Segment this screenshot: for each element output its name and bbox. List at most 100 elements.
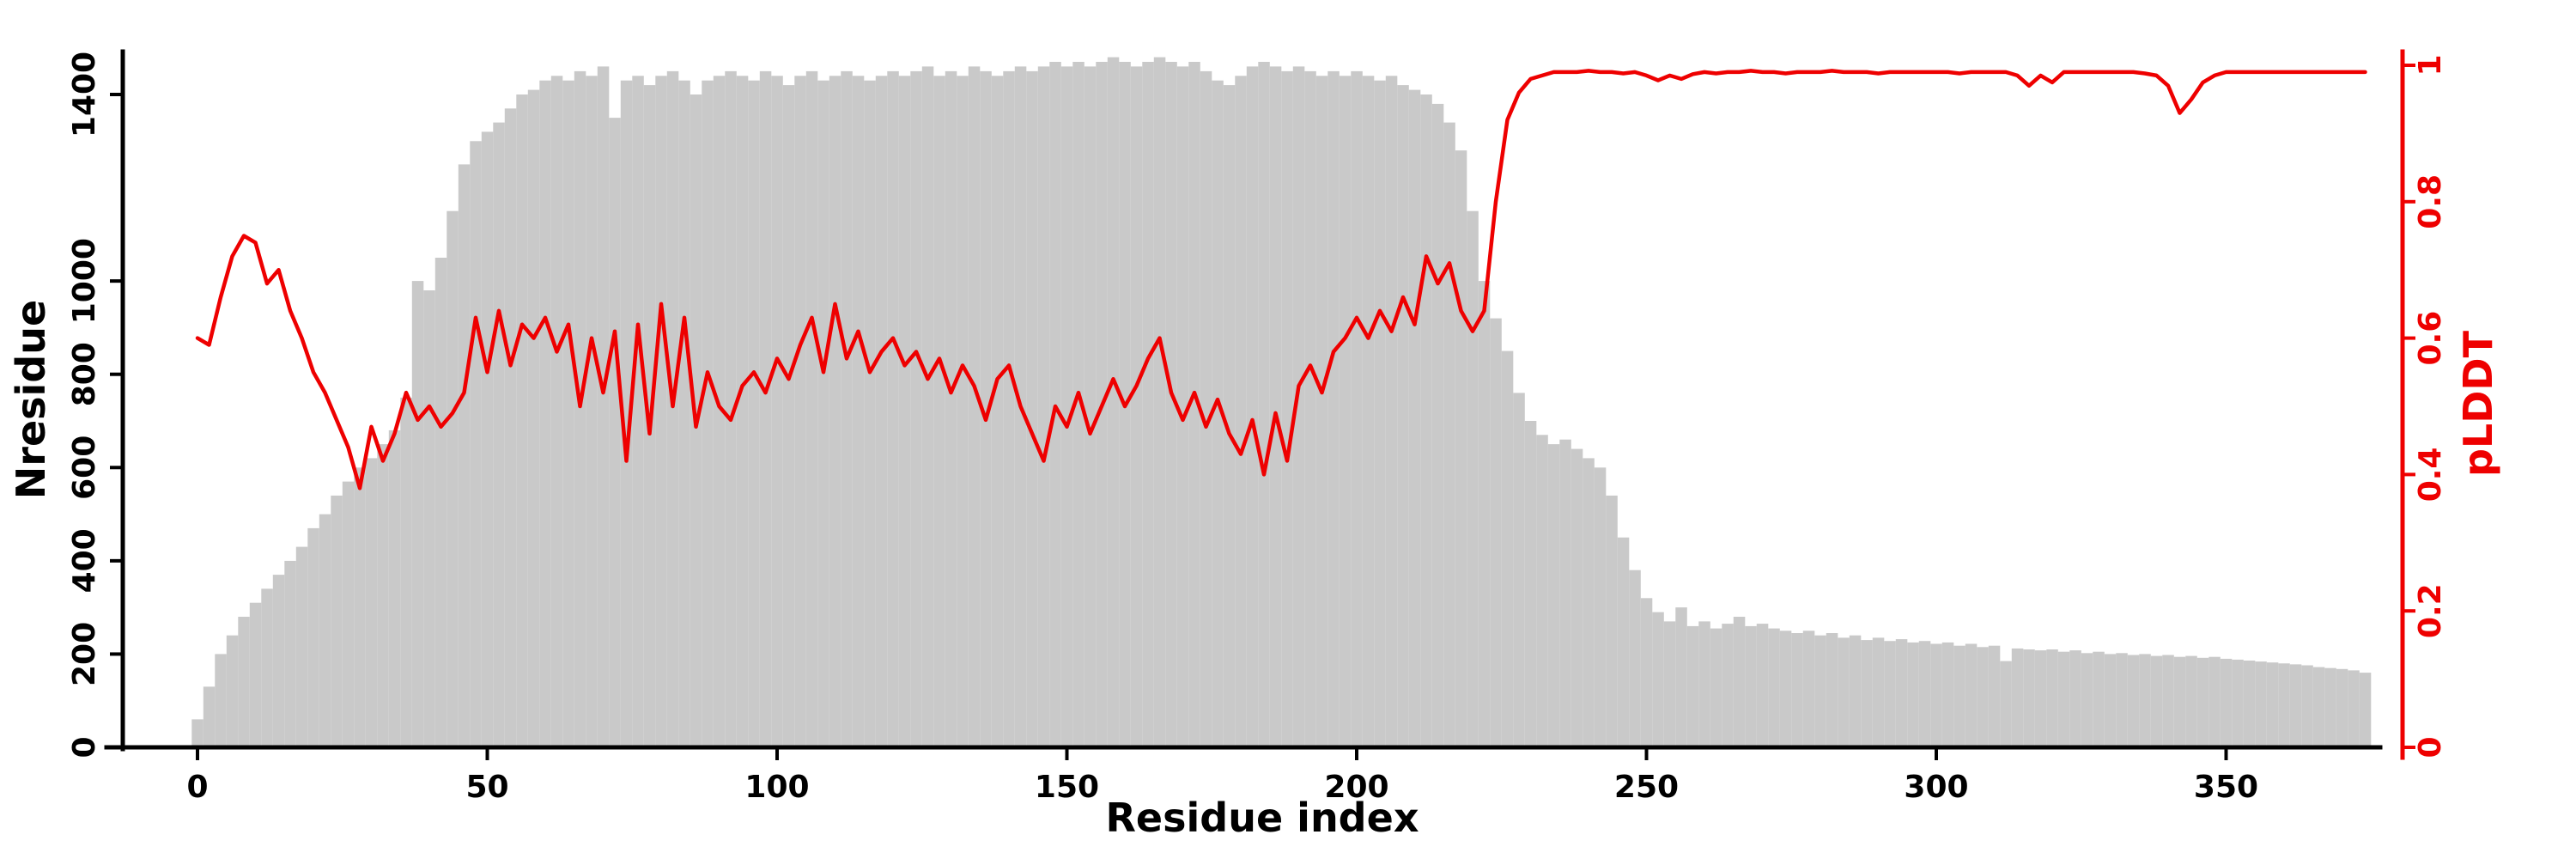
nresidue-bar (2000, 661, 2012, 747)
nresidue-bar (1768, 628, 1780, 747)
nresidue-bar (875, 76, 888, 748)
nresidue-bar (1385, 76, 1398, 748)
nresidue-bar (2046, 649, 2058, 747)
nresidue-bar (1686, 625, 1699, 747)
nresidue-bar (1640, 598, 1653, 747)
y-right-tick-label: 1 (2413, 54, 2448, 76)
nresidue-bar (748, 80, 760, 747)
nresidue-bars (191, 57, 2372, 748)
nresidue-bar (295, 546, 308, 747)
y-right-tick-label: 0.8 (2413, 174, 2448, 229)
nresidue-bar (1258, 62, 1270, 747)
nresidue-bar (2266, 662, 2279, 747)
x-tick-label: 150 (1035, 770, 1099, 805)
nresidue-bar (1849, 635, 1862, 747)
nresidue-bar (1756, 624, 1769, 747)
nresidue-bar (1536, 435, 1548, 747)
nresidue-bar (527, 89, 540, 748)
nresidue-bar (1107, 57, 1120, 748)
nresidue-bar (852, 76, 865, 748)
x-tick-label: 250 (1614, 770, 1679, 805)
nresidue-bar (1524, 421, 1537, 747)
nresidue-bar (991, 76, 1004, 748)
x-tick-label: 0 (186, 770, 208, 805)
nresidue-bar (1304, 70, 1316, 747)
y-right-tick-label: 0 (2413, 736, 2448, 758)
nresidue-bar (678, 80, 690, 747)
nresidue-bar (1490, 318, 1502, 747)
nresidue-bar (2139, 654, 2151, 747)
nresidue-bar (2011, 648, 2024, 747)
nresidue-bar (2185, 655, 2197, 747)
nresidue-bar (1130, 66, 1143, 747)
nresidue-bar (1478, 281, 1491, 748)
nresidue-bar (423, 290, 435, 747)
nresidue-bar (1802, 631, 1815, 747)
nresidue-bar (1246, 66, 1259, 747)
nresidue-bar (354, 467, 366, 747)
nresidue-bar (342, 481, 355, 747)
nresidue-bar (539, 80, 551, 747)
nresidue-bar (400, 397, 412, 747)
nresidue-bar (1060, 66, 1073, 747)
nresidue-bar (1501, 350, 1514, 747)
nresidue-bar (1838, 637, 1850, 747)
nresidue-bar (2220, 658, 2233, 747)
nresidue-bar (238, 617, 250, 747)
nresidue-bar (1965, 643, 1978, 747)
nresidue-bar (470, 141, 482, 748)
y-right-axis-title: pLDDT (2455, 330, 2501, 477)
nresidue-bar (817, 80, 829, 747)
nresidue-bar (702, 80, 714, 747)
y-left-tick-label: 1000 (67, 238, 102, 324)
nresidue-bar (864, 80, 876, 747)
nresidue-bar (2196, 657, 2209, 747)
nresidue-bar (829, 76, 841, 748)
nresidue-bar (1339, 76, 1352, 748)
nresidue-bar (2057, 651, 2070, 747)
nresidue-bar (1583, 458, 1595, 747)
nresidue-bar (1072, 62, 1084, 747)
nresidue-bar (2104, 654, 2117, 747)
nresidue-bar (2289, 664, 2302, 747)
nresidue-bar (1235, 76, 1247, 748)
nresidue-bar (898, 76, 911, 748)
nresidue-bar (1212, 80, 1224, 747)
nresidue-bar (1861, 640, 1873, 747)
nresidue-bar (2232, 659, 2244, 747)
y-right-tick-label: 0.6 (2413, 311, 2448, 366)
nresidue-bar (458, 164, 471, 747)
nresidue-bar (388, 430, 401, 747)
nresidue-bar (759, 70, 772, 747)
nresidue-bar (1315, 76, 1328, 748)
nresidue-bar (2081, 653, 2093, 747)
nresidue-bar (2116, 653, 2128, 747)
nresidue-bar (447, 210, 459, 747)
nresidue-bar (1675, 607, 1687, 747)
nresidue-bar (2278, 663, 2290, 747)
y-left-tick-label: 200 (67, 622, 102, 686)
nresidue-bar (1188, 62, 1200, 747)
nresidue-bar (1791, 633, 1803, 747)
nresidue-bar (771, 76, 783, 748)
nresidue-bar (1281, 70, 1293, 747)
x-tick-label: 350 (2194, 770, 2258, 805)
nresidue-bar (1953, 645, 1965, 747)
nresidue-bar (1594, 467, 1607, 747)
nresidue-bar (1026, 70, 1038, 747)
nresidue-bar (945, 70, 957, 747)
nresidue-bar (2162, 655, 2174, 747)
nresidue-bar (203, 686, 216, 747)
nresidue-bar (1269, 66, 1282, 747)
nresidue-bar (666, 70, 679, 747)
nresidue-bar (1397, 85, 1409, 748)
nresidue-bar (632, 76, 644, 748)
nresidue-bar (2208, 656, 2221, 747)
y-left-tick-label: 600 (67, 436, 102, 500)
nresidue-bar (1895, 639, 1908, 747)
nresidue-bar (968, 66, 981, 747)
nresidue-bar (191, 719, 204, 747)
nresidue-bar (1710, 628, 1722, 747)
